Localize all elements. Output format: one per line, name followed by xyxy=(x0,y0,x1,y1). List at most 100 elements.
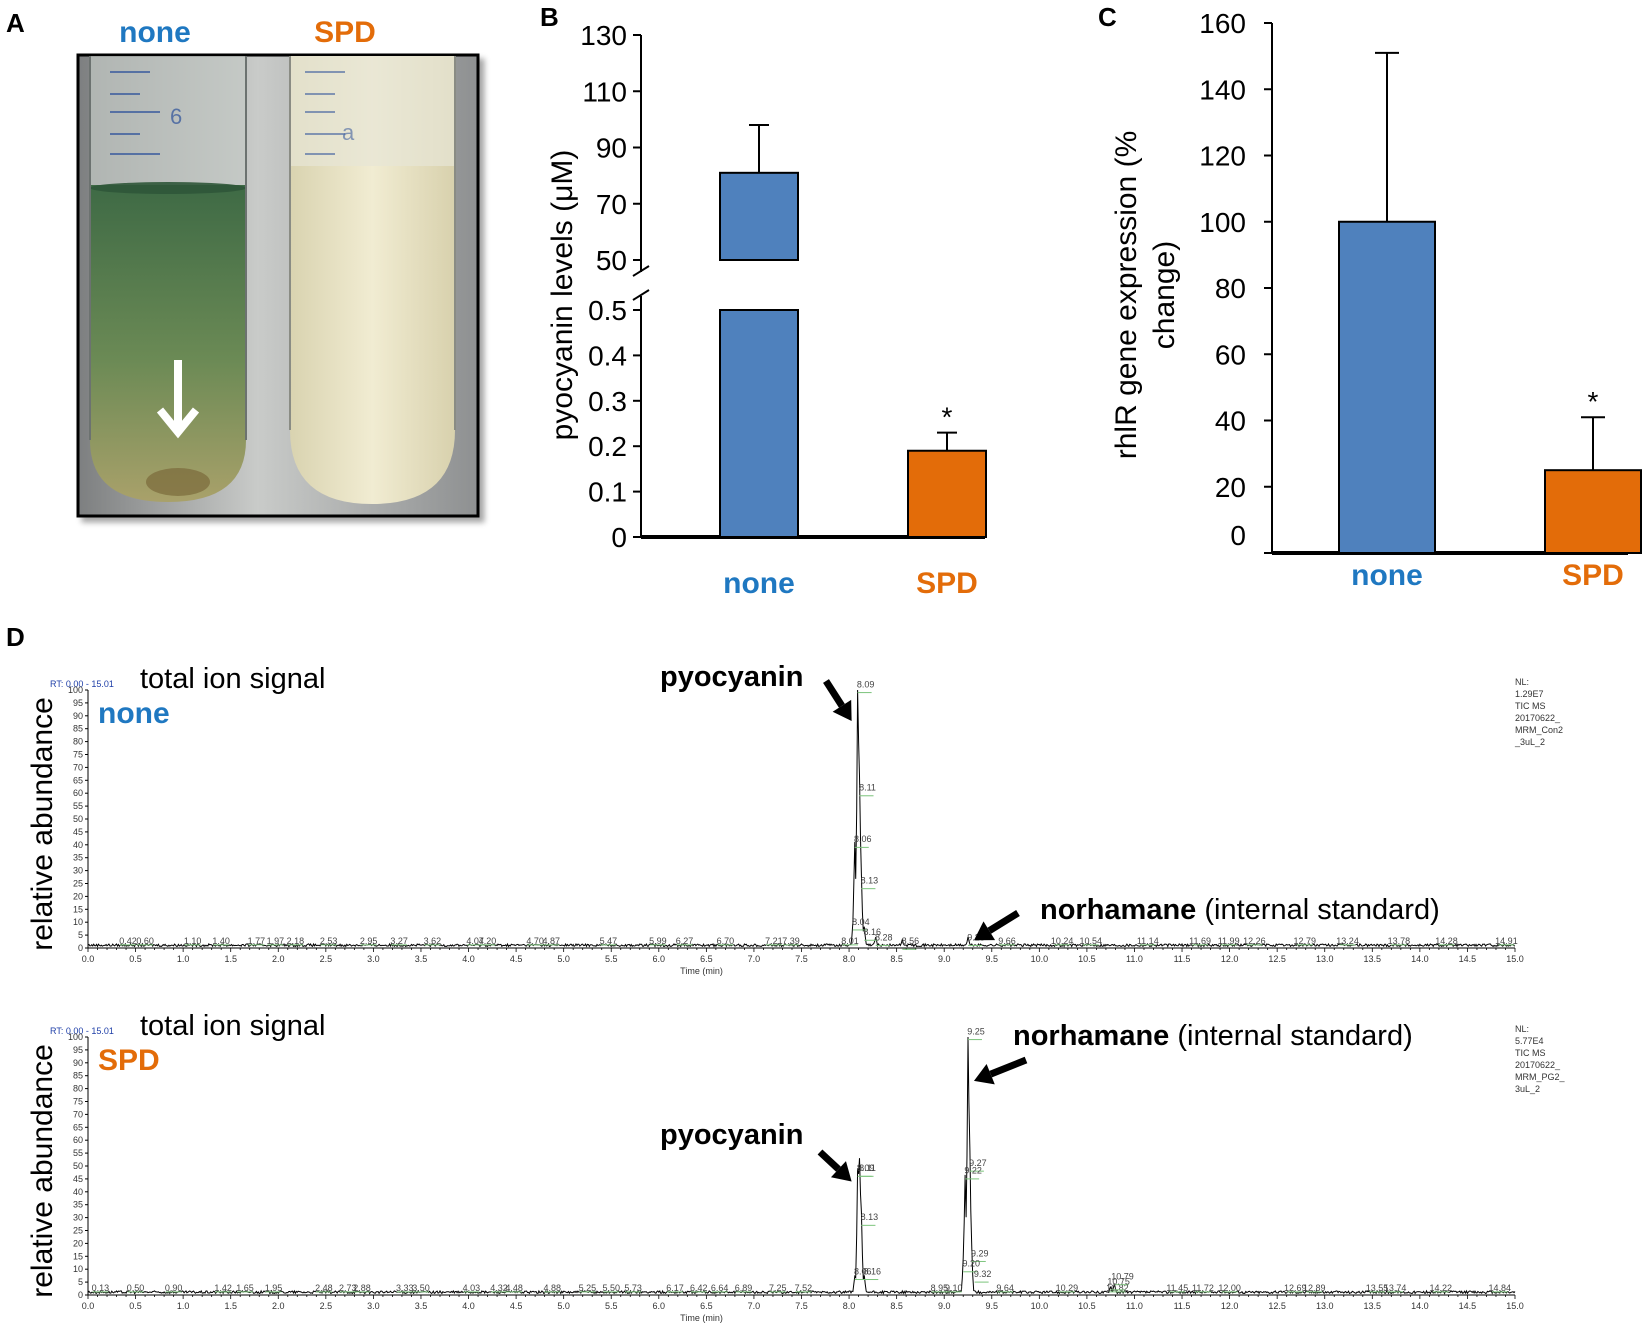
chrom-trace xyxy=(87,1036,1516,1295)
annotation-arrowhead xyxy=(973,1063,995,1085)
chrom-ytick-label: 0 xyxy=(78,1290,83,1300)
chrom-rt-label: 5.99 xyxy=(649,936,667,946)
chrom-nl-info: TIC MS xyxy=(1515,701,1546,711)
panel-b-bar xyxy=(907,449,987,538)
panel-b-ytick-label-lower: 0 xyxy=(611,522,627,553)
chrom-xtick-label: 2.0 xyxy=(272,1301,285,1311)
annotation-compound: norhamane xyxy=(1013,1020,1169,1052)
chrom-ytick-label: 10 xyxy=(73,917,83,927)
chrom-peak-label: 8.04 xyxy=(852,917,870,927)
chrom-annotation: norhamane (internal standard) xyxy=(1040,894,1440,926)
chrom-xtick-label: 8.5 xyxy=(890,1301,903,1311)
chrom-xtick-label: 7.5 xyxy=(795,954,808,964)
chrom-rt-label: 4.03 xyxy=(463,1283,481,1293)
chrom-xtick-label: 13.5 xyxy=(1364,954,1382,964)
chrom-rt-label: 11.72 xyxy=(1192,1283,1214,1293)
annotation-arrowhead xyxy=(830,1161,852,1182)
panel-b-ytick-label-lower: 0.5 xyxy=(588,295,627,326)
chrom-ytick-label: 100 xyxy=(68,685,83,695)
chrom-xtick-label: 12.5 xyxy=(1268,1301,1286,1311)
chrom-rt-label: 2.88 xyxy=(353,1283,371,1293)
chrom-rt-label: 14.84 xyxy=(1489,1283,1512,1293)
chrom-ytick-label: 20 xyxy=(73,1238,83,1248)
chrom-annotation: norhamane (internal standard) xyxy=(1013,1020,1413,1052)
chrom-peak-label: 8.11 xyxy=(859,783,876,793)
chrom-rt-label: 10.54 xyxy=(1079,936,1102,946)
chrom-ytick-label: 95 xyxy=(73,698,83,708)
panel-b-ytick-label-lower: 0.1 xyxy=(588,477,627,508)
chrom-rt-label: 4.70 xyxy=(526,936,544,946)
chrom-peak-label: 10.75 xyxy=(1107,1277,1130,1287)
chrom-peak-label: 9.22 xyxy=(964,1166,982,1176)
panel-c: C 0 20 40 60 80 100 120 140 160 rhlR gene expressi… xyxy=(1098,2,1642,592)
panel-c-ytick-label: 80 xyxy=(1215,273,1246,304)
panel-c-bar xyxy=(1338,220,1436,554)
chrom-ytick-label: 40 xyxy=(73,840,83,850)
chrom-xtick-label: 2.0 xyxy=(272,954,285,964)
chrom-rt-label: 0.90 xyxy=(165,1283,183,1293)
tube-spd: a xyxy=(289,56,456,504)
chrom-rt-label: 12.89 xyxy=(1303,1283,1326,1293)
chrom-rt-label: 12.00 xyxy=(1218,1283,1241,1293)
panel-c-ytick-label: 0 xyxy=(1230,520,1246,551)
panel-c-ytick-label: 60 xyxy=(1215,339,1246,370)
chrom-rt-label: 3.27 xyxy=(390,936,408,946)
chrom-y-axis-label: relative abundance xyxy=(26,697,59,951)
panel-b-category-label: none xyxy=(723,567,795,600)
chrom-peak-label: 8.28 xyxy=(875,932,893,942)
chrom-xtick-label: 14.5 xyxy=(1459,1301,1477,1311)
chrom-y-axis-label: relative abundance xyxy=(26,1044,59,1298)
annotation-arrowhead xyxy=(832,699,852,721)
panel-b-category-label: SPD xyxy=(916,567,978,600)
chrom-xtick-label: 7.0 xyxy=(748,1301,761,1311)
chrom-ytick-label: 60 xyxy=(73,1135,83,1145)
annotation-arrow xyxy=(989,1056,1028,1078)
panel-c-ytick-label: 140 xyxy=(1199,74,1246,105)
chrom-xtick-label: 10.5 xyxy=(1078,954,1096,964)
chrom-peak-label: 8.13 xyxy=(861,1212,879,1222)
chrom-rt-label: 0.50 xyxy=(127,1283,145,1293)
chrom-title: total ion signal xyxy=(140,1010,325,1042)
chrom-xtick-label: 4.5 xyxy=(510,954,523,964)
chrom-ytick-label: 95 xyxy=(73,1045,83,1055)
chrom-ytick-label: 50 xyxy=(73,1161,83,1171)
chrom-rt-label: 7.52 xyxy=(795,1283,813,1293)
chrom-xtick-label: 6.5 xyxy=(700,954,713,964)
chrom-xtick-label: 5.0 xyxy=(557,954,570,964)
chrom-xtick-label: 4.0 xyxy=(462,1301,475,1311)
chrom-rt-label: 6.27 xyxy=(676,936,694,946)
panel-b: B 50 70 90 110 130 0 0.1 0.2 0.3 0.4 0.5 pyocyanin l… xyxy=(540,2,987,600)
panel-d-label: D xyxy=(6,622,25,652)
chrom-ytick-label: 50 xyxy=(73,814,83,824)
chrom-rt-label: 7.39 xyxy=(782,936,800,946)
chrom-ytick-label: 25 xyxy=(73,1226,83,1236)
chrom-nl-info: 20170622_ xyxy=(1515,713,1561,723)
chrom-xtick-label: 11.0 xyxy=(1126,954,1143,964)
tube-label-none: none xyxy=(119,16,191,49)
chrom-ytick-label: 40 xyxy=(73,1187,83,1197)
chrom-peak-label: 8.13 xyxy=(861,876,879,886)
annotation-arrowhead xyxy=(973,921,996,941)
chrom-rt-label: 6.89 xyxy=(735,1283,753,1293)
chrom-xtick-label: 15.0 xyxy=(1506,1301,1524,1311)
panel-b-label: B xyxy=(540,2,559,32)
chrom-rt-label: 6.64 xyxy=(711,1283,729,1293)
panel-b-y-axis-label: pyocyanin levels (μM) xyxy=(546,150,579,441)
chrom-rt-label: 5.50 xyxy=(602,1283,620,1293)
chrom-xtick-label: 10.0 xyxy=(1031,954,1049,964)
chrom-rt-label: 6.70 xyxy=(717,936,735,946)
chrom-ytick-label: 5 xyxy=(78,1277,83,1287)
chrom-xtick-label: 0.0 xyxy=(82,954,95,964)
panel-c-ytick-label: 20 xyxy=(1215,472,1246,503)
panel-b-significance: * xyxy=(942,402,953,433)
panel-b-ytick-label-upper: 130 xyxy=(580,20,627,51)
chrom-nl-info: NL: xyxy=(1515,677,1529,687)
chrom-rt-label: 2.18 xyxy=(287,936,305,946)
chrom-rt-label: 13.24 xyxy=(1336,936,1359,946)
chrom-rt-label: 2.73 xyxy=(339,1283,357,1293)
chrom-xtick-label: 7.5 xyxy=(795,1301,808,1311)
chrom-xtick-label: 0.5 xyxy=(129,954,142,964)
chrom-ytick-label: 30 xyxy=(73,1213,83,1223)
annotation-compound: pyocyanin xyxy=(660,1119,803,1151)
